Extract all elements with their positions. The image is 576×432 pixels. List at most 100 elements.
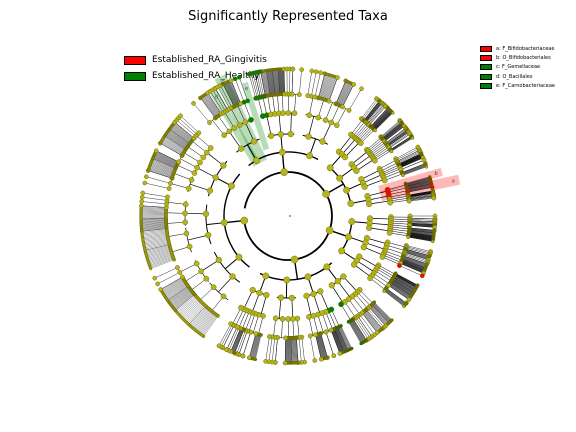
genus-branch bbox=[408, 237, 433, 242]
genus-branch bbox=[399, 157, 424, 168]
genus-branch bbox=[399, 155, 423, 167]
genus-branch bbox=[403, 256, 427, 265]
genus-branch bbox=[249, 333, 257, 358]
genus-branch bbox=[235, 78, 245, 103]
genus-branch bbox=[319, 333, 327, 359]
genus-branch bbox=[265, 336, 270, 362]
phylum-node bbox=[280, 168, 288, 176]
class-node bbox=[347, 200, 355, 207]
clade-legend-item-a: a: F_Bifidobacteriaceae bbox=[480, 44, 555, 53]
genus-branch bbox=[222, 84, 235, 107]
genus-branch bbox=[172, 124, 193, 141]
genus-node bbox=[283, 335, 289, 341]
genus-branch bbox=[373, 303, 391, 322]
genus-branch bbox=[141, 225, 167, 228]
genus-branch bbox=[242, 332, 251, 356]
genus-branch bbox=[153, 156, 177, 168]
genus-branch bbox=[371, 304, 389, 324]
genus-branch bbox=[400, 263, 424, 273]
genus-branch bbox=[388, 284, 410, 299]
family-node bbox=[248, 117, 254, 123]
order-arc bbox=[209, 282, 229, 301]
genus-branch bbox=[391, 279, 414, 294]
family-branch bbox=[389, 193, 408, 198]
family-node bbox=[280, 110, 286, 116]
genus-branch bbox=[277, 69, 280, 95]
genus-branch bbox=[409, 223, 435, 226]
genus-branch bbox=[387, 131, 409, 146]
species-node bbox=[402, 304, 406, 309]
order-branch bbox=[359, 256, 378, 268]
genus-branch bbox=[408, 235, 434, 240]
family-branch bbox=[360, 129, 375, 144]
class-node bbox=[348, 218, 356, 225]
family-branch bbox=[355, 293, 368, 309]
genus-branch bbox=[270, 70, 274, 95]
genus-branch bbox=[155, 152, 179, 164]
genus-branch bbox=[261, 71, 267, 96]
order-node bbox=[360, 244, 367, 251]
genus-branch bbox=[409, 224, 435, 227]
order-branch bbox=[363, 246, 384, 256]
genus-node bbox=[313, 332, 318, 338]
genus-branch bbox=[373, 302, 392, 321]
genus-branch bbox=[362, 312, 378, 333]
genus-branch bbox=[408, 233, 434, 238]
order-branch bbox=[368, 195, 390, 201]
genus-branch bbox=[367, 308, 385, 328]
genus-branch bbox=[335, 80, 346, 104]
genus-branch bbox=[163, 137, 185, 152]
genus-branch bbox=[406, 182, 432, 189]
species-node bbox=[263, 358, 268, 364]
genus-branch bbox=[169, 128, 190, 144]
genus-branch bbox=[253, 334, 260, 359]
species-node bbox=[144, 174, 149, 180]
species-node bbox=[237, 74, 242, 80]
family-node bbox=[242, 119, 249, 126]
genus-branch bbox=[391, 137, 413, 151]
class-arc bbox=[213, 251, 241, 283]
genus-branch bbox=[142, 232, 168, 237]
genus-branch bbox=[200, 97, 216, 118]
genus-branch bbox=[402, 258, 426, 268]
genus-branch bbox=[399, 156, 423, 168]
legend-label-healthy: Established_RA_Healthy bbox=[152, 71, 260, 81]
genus-branch bbox=[254, 72, 261, 98]
genus-branch bbox=[142, 230, 167, 235]
phylum-node bbox=[290, 255, 299, 264]
genus-branch bbox=[141, 208, 167, 211]
genus-node bbox=[207, 120, 212, 125]
genus-branch bbox=[394, 274, 417, 288]
genus-branch bbox=[395, 274, 418, 287]
genus-branch bbox=[148, 168, 173, 178]
genus-branch bbox=[197, 312, 214, 333]
genus-branch bbox=[253, 334, 260, 359]
genus-branch bbox=[408, 195, 434, 200]
genus-branch bbox=[163, 280, 185, 295]
genus-branch bbox=[365, 310, 382, 330]
family-node bbox=[306, 112, 313, 119]
class-node bbox=[262, 272, 270, 280]
clade-label-c: c: F_Gemellaceae bbox=[496, 64, 541, 71]
genus-branch bbox=[334, 328, 345, 352]
genus-branch bbox=[141, 209, 167, 211]
genus-branch bbox=[365, 102, 382, 123]
species-node bbox=[142, 180, 148, 186]
order-node bbox=[250, 138, 258, 145]
class-arc bbox=[302, 134, 328, 145]
genus-branch bbox=[146, 248, 171, 256]
genus-node bbox=[401, 173, 405, 178]
genus-branch bbox=[273, 69, 277, 95]
genus-node bbox=[296, 92, 302, 97]
genus-branch bbox=[388, 132, 410, 148]
genus-branch bbox=[391, 280, 413, 294]
genus-branch bbox=[399, 156, 423, 167]
genus-branch bbox=[408, 234, 434, 239]
genus-branch bbox=[408, 231, 434, 236]
genus-branch bbox=[403, 254, 428, 263]
family-branch bbox=[191, 278, 207, 291]
genus-branch bbox=[352, 319, 367, 341]
genus-node bbox=[397, 263, 402, 269]
genus-branch bbox=[317, 334, 324, 359]
genus-branch bbox=[281, 69, 284, 95]
